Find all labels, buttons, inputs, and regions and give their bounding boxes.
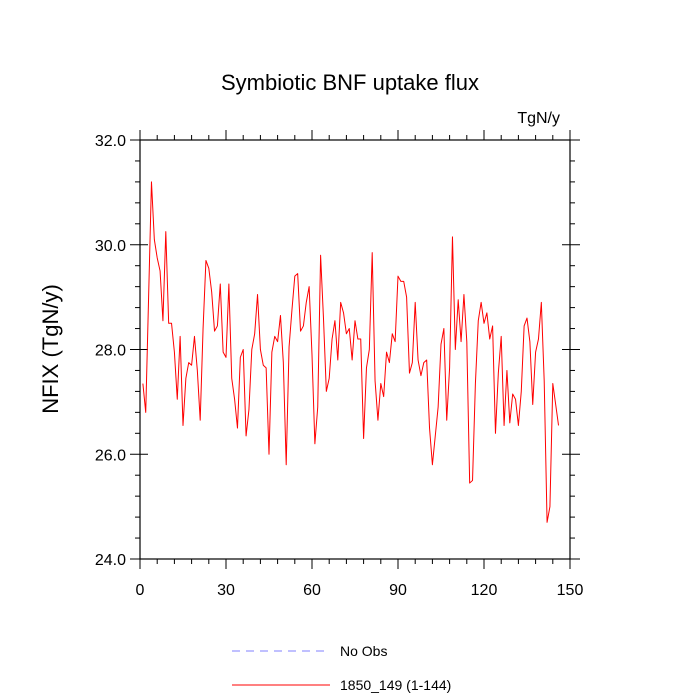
x-tick-label: 150: [557, 582, 584, 599]
chart-title: Symbiotic BNF uptake flux: [221, 70, 479, 95]
x-tick-label: 30: [217, 582, 235, 599]
x-axis-ticks: 0 30 60 90 120 150: [136, 130, 584, 599]
y-axis-label: NFIX (TgN/y): [38, 284, 63, 414]
y-tick-label: 32.0: [95, 133, 126, 150]
units-label: TgN/y: [517, 110, 560, 127]
y-tick-label: 26.0: [95, 447, 126, 464]
y-tick-label: 24.0: [95, 552, 126, 569]
y-axis-ticks: 24.0 26.0 28.0 30.0 32.0: [95, 133, 580, 569]
series-line-1850-149: [142, 181, 560, 523]
series-layer: [142, 181, 560, 523]
legend-label-1850-149: 1850_149 (1-144): [340, 677, 451, 693]
legend-label-no-obs: No Obs: [340, 643, 387, 659]
legend: No Obs 1850_149 (1-144): [232, 643, 451, 693]
y-tick-label: 30.0: [95, 238, 126, 255]
x-tick-label: 90: [389, 582, 407, 599]
y-tick-label: 28.0: [95, 343, 126, 360]
plot-frame: [139, 139, 571, 560]
x-tick-label: 60: [303, 582, 321, 599]
x-tick-label: 0: [136, 582, 145, 599]
x-tick-label: 120: [471, 582, 498, 599]
